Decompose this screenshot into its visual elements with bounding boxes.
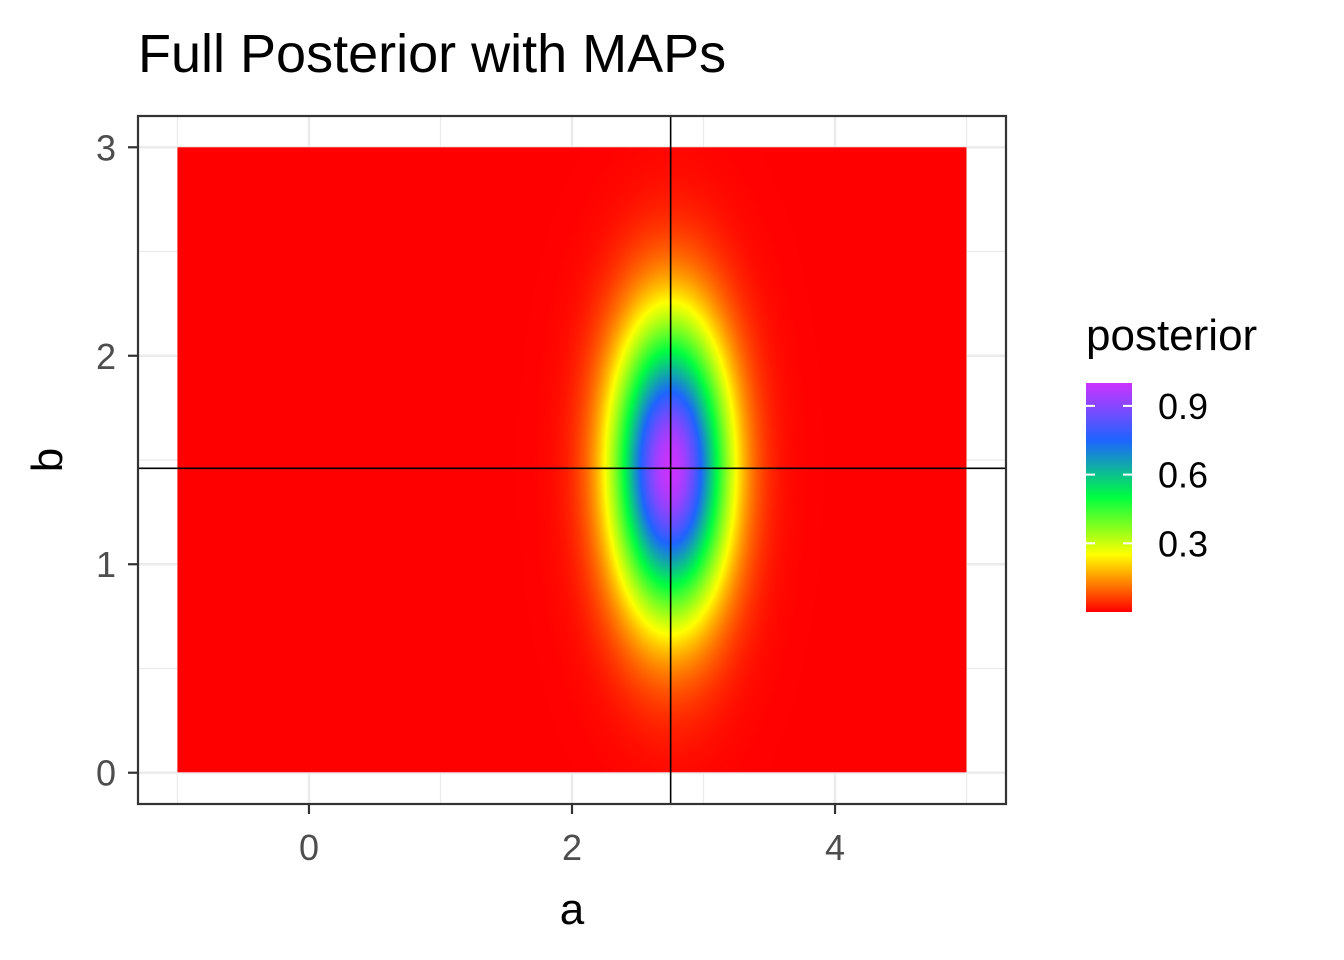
x-tick-label: 2 xyxy=(562,827,582,868)
legend-ticks: 0.3 0.6 0.9 xyxy=(1086,386,1208,564)
x-axis: 0 2 4 xyxy=(299,804,845,868)
x-axis-title: a xyxy=(560,885,585,934)
legend-colorbar xyxy=(1086,383,1132,612)
y-tick-label: 0 xyxy=(96,753,116,794)
y-axis: 0 1 2 3 xyxy=(96,127,138,794)
posterior-heatmap xyxy=(177,147,967,773)
legend-label: 0.6 xyxy=(1158,455,1208,496)
legend-label: 0.9 xyxy=(1158,386,1208,427)
legend-label: 0.3 xyxy=(1158,523,1208,564)
chart-title: Full Posterior with MAPs xyxy=(138,24,726,84)
x-tick-label: 0 xyxy=(299,827,319,868)
y-tick-label: 3 xyxy=(96,127,116,168)
y-axis-title: b xyxy=(23,448,72,472)
y-tick-label: 1 xyxy=(96,544,116,585)
legend-title: posterior xyxy=(1086,311,1257,360)
x-tick-label: 4 xyxy=(825,827,845,868)
y-tick-label: 2 xyxy=(96,336,116,377)
